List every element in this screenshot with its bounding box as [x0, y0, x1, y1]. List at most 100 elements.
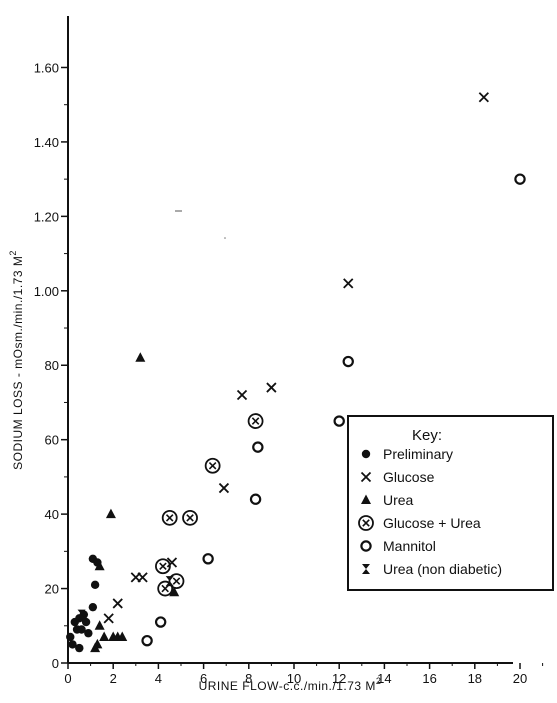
series-mannitol	[141, 173, 526, 647]
series-urea-non-diabetic	[77, 576, 174, 620]
data-point	[94, 620, 105, 630]
x-tick-label: 14	[377, 671, 391, 686]
data-point	[333, 415, 345, 427]
data-point	[137, 572, 148, 583]
data-point	[236, 389, 248, 401]
data-point	[204, 457, 221, 474]
series-preliminary	[66, 554, 102, 653]
data-point	[77, 625, 86, 634]
data-point	[99, 631, 110, 641]
x-tick-label: 10	[287, 671, 301, 686]
data-point	[77, 609, 86, 620]
x-ticks: 0 2 4 6 8 10 12 14 16 18 20	[64, 663, 544, 686]
legend-marker-icon	[361, 494, 371, 504]
data-point	[165, 576, 174, 587]
x-tick-label: 6	[200, 671, 207, 686]
series-glucose	[103, 92, 489, 624]
legend: Key: Preliminary Glucose Urea Glucose + Ure…	[347, 415, 554, 591]
y-axis-label-superscript: 2	[8, 250, 18, 256]
data-point	[154, 616, 167, 628]
legend-entry: Preliminary	[361, 446, 453, 462]
legend-marker-icon	[358, 515, 374, 531]
data-point	[141, 634, 153, 647]
scan-speck	[224, 237, 226, 239]
y-tick-label: 20	[45, 582, 59, 597]
data-point	[117, 631, 128, 641]
data-point	[92, 638, 103, 649]
data-point	[90, 580, 100, 590]
data-point	[182, 509, 198, 526]
x-tick-label: 18	[468, 671, 482, 686]
x-tick-label: 4	[155, 671, 162, 686]
y-tick-label: 0	[52, 656, 59, 671]
legend-entry: Urea	[361, 492, 414, 508]
legend-entry: Glucose + Urea	[358, 515, 481, 531]
data-point	[202, 553, 214, 565]
data-point	[343, 278, 354, 289]
y-axis-label-text: SODIUM LOSS - mOsm./min./1.73 M	[11, 256, 25, 470]
y-tick-label: 1.40	[34, 135, 59, 150]
y-ticks: 0 20 40 60 80 1.00 1.20 1.40 1.60	[34, 60, 68, 671]
legend-entry-label: Urea (non diabetic)	[383, 561, 502, 577]
data-point	[168, 573, 185, 590]
data-point	[135, 352, 146, 362]
legend-entry-label: Glucose + Urea	[383, 515, 481, 531]
data-point	[514, 173, 526, 185]
y-tick-label: 1.60	[34, 60, 59, 75]
axes: 0 2 4 6 8 10 12 14 16 18 20 0 20 40 60 80 1.00 1.20 1.40 1…	[34, 16, 544, 686]
x-axis-label: URINE FLOW-c.c./min./1.73 M2	[199, 676, 382, 693]
data-point	[84, 629, 93, 638]
data-point	[249, 493, 262, 505]
y-tick-label: 40	[45, 507, 59, 522]
legend-marker-icon	[362, 564, 370, 574]
data-point	[478, 92, 489, 103]
data-point	[247, 413, 264, 429]
y-tick-label: 1.00	[34, 284, 59, 299]
data-point	[252, 441, 264, 453]
legend-marker-icon	[360, 540, 372, 552]
data-point	[68, 640, 77, 649]
y-tick-label: 60	[45, 433, 59, 448]
legend-box	[347, 415, 554, 591]
x-tick-label: 0	[64, 671, 71, 686]
data-point	[112, 598, 123, 609]
x-tick-label: 20	[513, 671, 527, 686]
data-point	[342, 355, 354, 368]
legend-title: Key:	[412, 427, 442, 444]
x-tick-label: 16	[422, 671, 436, 686]
data-point	[166, 557, 178, 568]
plot-area	[66, 92, 526, 653]
data-point	[266, 382, 277, 393]
data-point	[94, 560, 105, 571]
x-tick-label: 12	[332, 671, 346, 686]
legend-entry: Mannitol	[360, 538, 436, 554]
data-point	[103, 613, 114, 624]
y-tick-label: 1.20	[34, 209, 59, 224]
data-point	[75, 643, 84, 653]
data-point	[81, 617, 91, 627]
x-tick-label: 8	[245, 671, 252, 686]
data-point	[161, 509, 178, 526]
legend-entry-label: Mannitol	[383, 538, 436, 554]
series-glucose-urea	[155, 413, 264, 597]
legend-marker-icon	[361, 449, 371, 459]
legend-entry-label: Preliminary	[383, 446, 453, 462]
data-point	[169, 586, 180, 597]
y-tick-label: 80	[45, 358, 59, 373]
legend-entry: Glucose	[360, 469, 435, 485]
x-axis-label-superscript: 2	[376, 676, 382, 686]
legend-entry: Urea (non diabetic)	[362, 561, 502, 577]
legend-entry-label: Glucose	[383, 469, 435, 485]
legend-entry-label: Urea	[383, 492, 414, 508]
legend-marker-icon	[360, 471, 372, 483]
data-point	[88, 602, 98, 612]
data-point	[155, 558, 171, 575]
legend-entries: Preliminary Glucose Urea Glucose + Urea Mann…	[358, 446, 502, 577]
data-point	[218, 482, 230, 494]
data-point	[105, 508, 116, 519]
series-urea	[90, 352, 180, 653]
y-axis-label: SODIUM LOSS - mOsm./min./1.73 M2	[8, 250, 25, 470]
x-axis-label-text: URINE FLOW-c.c./min./1.73 M	[199, 679, 376, 693]
data-point	[157, 580, 174, 597]
